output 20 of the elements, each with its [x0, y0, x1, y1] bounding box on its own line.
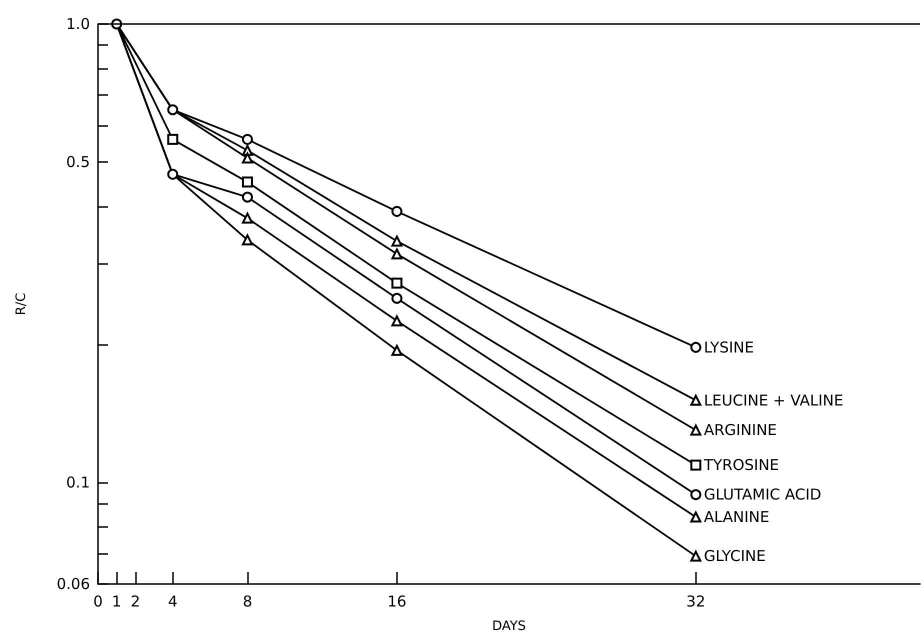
y-axis-title: R/C: [14, 292, 29, 316]
y-tick-label: 0.06: [56, 575, 90, 593]
x-tick-label: 16: [387, 592, 406, 610]
y-tick-label: 1.0: [66, 15, 90, 33]
series-label: LYSINE: [704, 338, 754, 356]
x-tick-label: 1: [112, 592, 122, 610]
series-label: GLUTAMIC ACID: [704, 486, 822, 504]
x-tick-label: 8: [242, 592, 252, 610]
x-tick-label: 4: [168, 592, 178, 610]
series-label: ARGININE: [704, 421, 777, 440]
y-tick-label: 0.5: [66, 152, 90, 171]
x-tick-label: 0: [93, 592, 103, 610]
series-label: LEUCINE + VALINE: [704, 391, 844, 410]
series-label: ALANINE: [704, 508, 770, 526]
y-tick-label: 0.1: [66, 473, 90, 492]
series-label: TYROSINE: [702, 456, 780, 474]
x-tick-label: 2: [130, 592, 140, 610]
x-axis-title: DAYS: [492, 619, 526, 634]
series-label: GLYCINE: [704, 547, 766, 566]
x-tick-label: 32: [686, 592, 706, 610]
